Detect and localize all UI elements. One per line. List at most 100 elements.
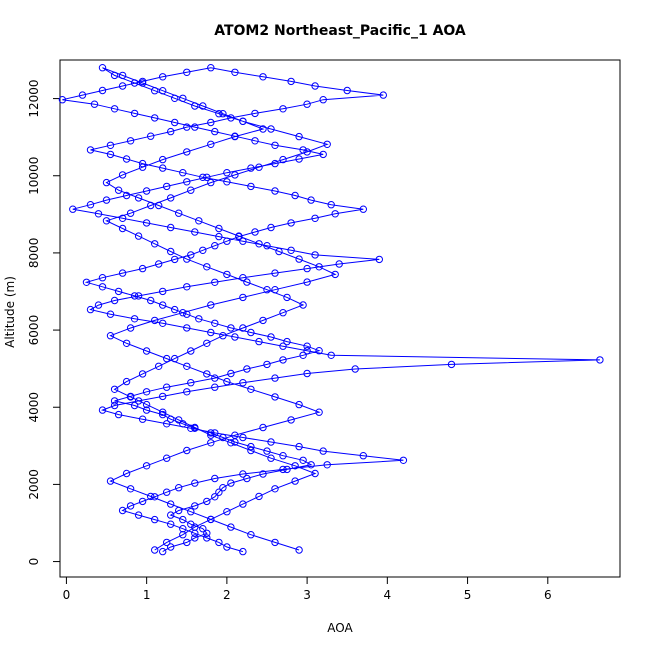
series-line — [62, 67, 600, 553]
data-point — [122, 339, 131, 347]
data-point — [86, 146, 95, 154]
data-point — [279, 155, 287, 164]
data-point — [327, 351, 335, 359]
data-point — [151, 240, 159, 248]
data-point — [191, 423, 199, 432]
data-point — [58, 96, 67, 104]
data-point — [163, 420, 171, 428]
data-point — [142, 462, 151, 470]
data-point — [90, 100, 99, 108]
data-point — [207, 515, 215, 524]
data-point — [199, 525, 207, 533]
data-point — [126, 502, 135, 510]
data-point — [183, 538, 191, 547]
data-point — [183, 255, 191, 263]
data-point — [263, 360, 271, 369]
data-point — [122, 191, 131, 200]
data-point — [147, 201, 155, 210]
data-point — [130, 315, 139, 323]
data-point — [98, 86, 107, 95]
data-point — [183, 148, 191, 156]
data-point — [167, 520, 175, 528]
data-point — [247, 328, 255, 337]
y-tick-label: 10000 — [27, 157, 41, 195]
data-point — [203, 534, 211, 542]
data-point — [167, 500, 175, 508]
data-point — [138, 497, 147, 506]
data-point — [159, 319, 167, 327]
data-point — [98, 406, 107, 414]
data-point — [239, 293, 247, 302]
data-point — [379, 91, 387, 99]
data-point — [231, 431, 239, 439]
data-point — [223, 270, 231, 279]
data-point — [255, 492, 263, 501]
data-point — [399, 456, 408, 464]
data-point — [239, 324, 247, 332]
data-point — [287, 77, 295, 86]
data-point — [311, 469, 319, 478]
data-point — [151, 515, 159, 524]
data-point — [175, 484, 183, 492]
data-point — [211, 319, 219, 327]
data-point — [118, 71, 127, 80]
data-point — [263, 286, 271, 294]
data-point — [199, 102, 207, 110]
series-layer — [58, 64, 604, 556]
data-point — [247, 446, 255, 455]
data-point — [159, 287, 167, 296]
data-point — [295, 132, 303, 141]
data-point — [223, 237, 231, 245]
data-point — [195, 315, 203, 323]
data-point — [239, 500, 247, 508]
data-point — [291, 191, 299, 200]
data-point — [175, 416, 183, 424]
data-point — [215, 224, 223, 233]
data-point — [331, 270, 339, 279]
data-point — [159, 547, 167, 556]
data-point — [227, 439, 235, 447]
data-point — [287, 219, 295, 227]
data-point — [130, 109, 139, 118]
data-point — [203, 339, 211, 347]
data-point — [299, 351, 307, 359]
data-point — [227, 523, 235, 531]
data-point — [211, 493, 219, 501]
data-point — [331, 210, 339, 218]
data-point — [183, 362, 191, 370]
data-point — [183, 446, 191, 455]
data-point — [159, 408, 167, 416]
data-point — [239, 547, 247, 556]
data-point — [319, 447, 327, 455]
data-point — [199, 246, 207, 255]
data-point — [211, 127, 219, 136]
data-point — [319, 150, 327, 159]
data-point — [223, 377, 231, 386]
data-point — [138, 370, 147, 378]
data-point — [98, 274, 107, 282]
y-tick-label: 6000 — [27, 315, 41, 346]
data-point — [239, 470, 247, 478]
data-point — [175, 209, 183, 217]
data-point — [207, 301, 215, 309]
data-point — [142, 400, 151, 409]
data-point — [223, 543, 231, 551]
data-point — [187, 379, 195, 387]
data-point — [102, 217, 111, 225]
y-axis: 0 2000 4000 6000 8000 10000 12000 — [27, 79, 60, 565]
data-point — [271, 141, 279, 150]
data-point — [122, 469, 131, 478]
data-point — [171, 305, 179, 314]
data-point — [315, 263, 323, 271]
data-point — [118, 214, 127, 223]
data-point — [191, 502, 199, 510]
data-point — [223, 178, 231, 186]
data-point — [267, 454, 275, 462]
data-point — [179, 94, 187, 103]
data-point — [311, 251, 319, 259]
data-point — [271, 538, 279, 547]
data-point — [279, 465, 287, 474]
data-point — [303, 148, 311, 156]
data-point — [142, 388, 151, 396]
data-point — [159, 392, 167, 401]
